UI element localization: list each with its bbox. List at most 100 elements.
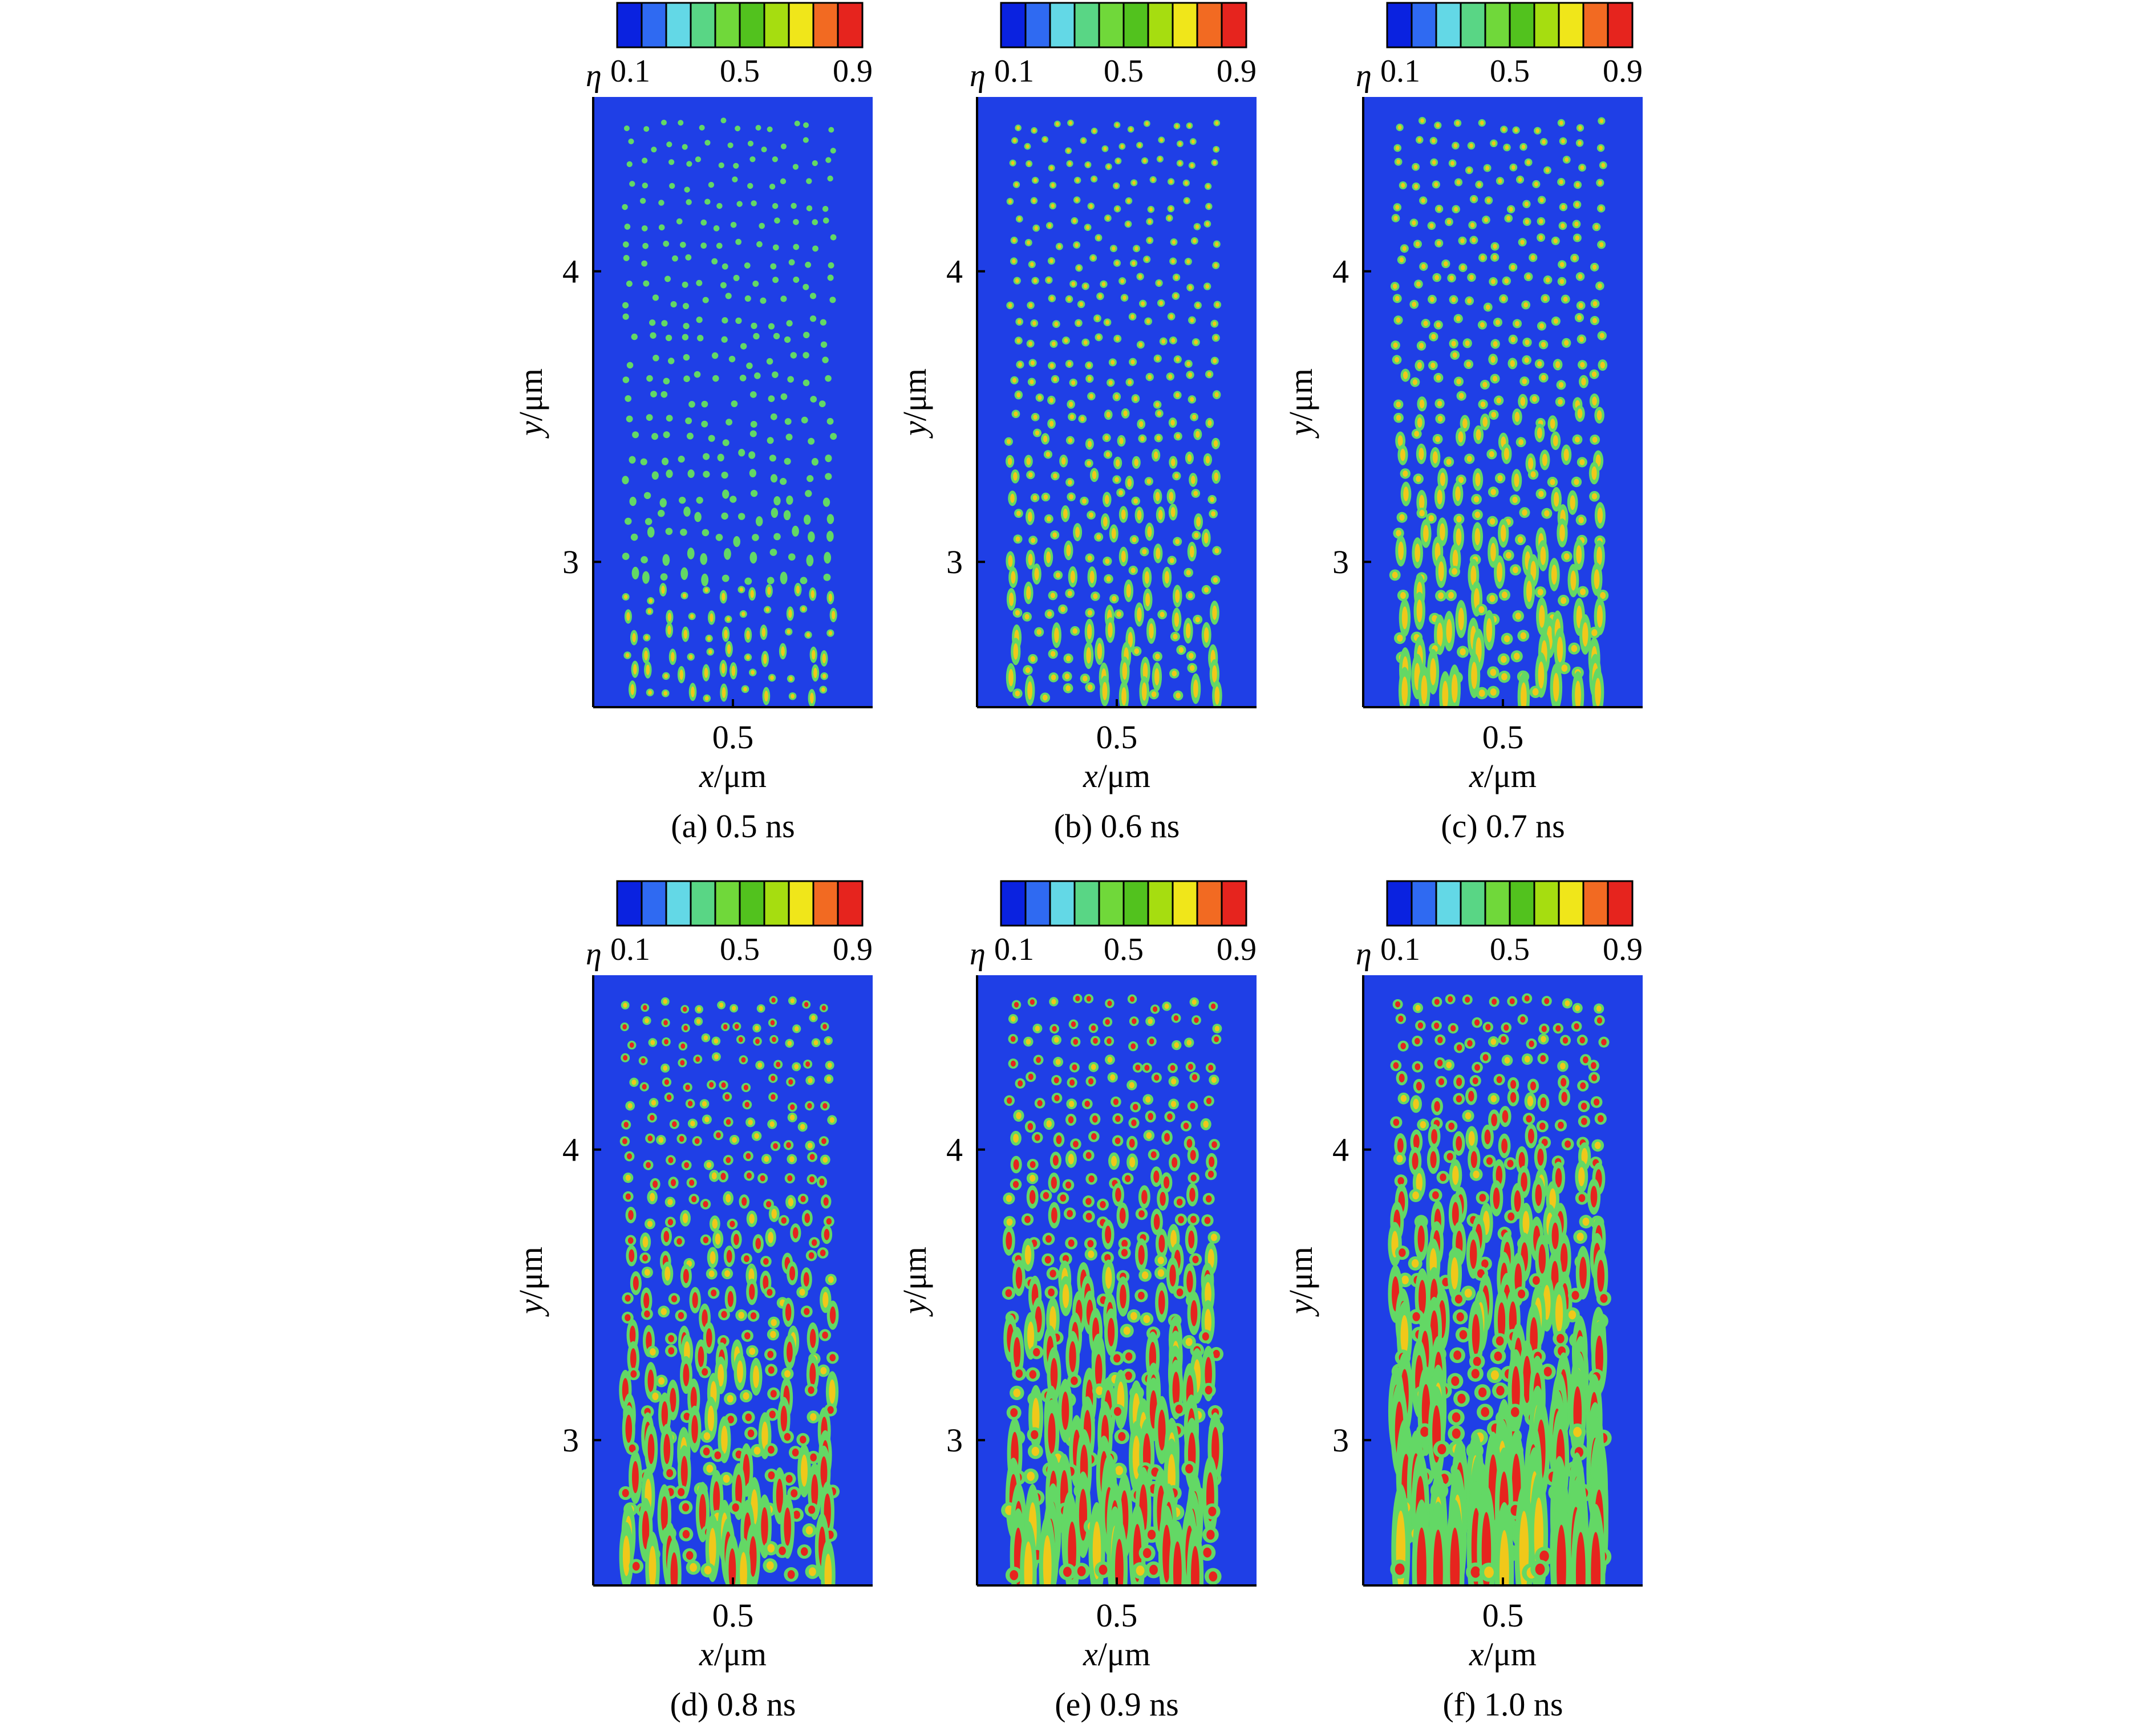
grain-core <box>1454 206 1458 212</box>
grain-core <box>1100 1200 1106 1208</box>
grain-core <box>643 1005 647 1011</box>
grain-core <box>1392 283 1397 289</box>
grain-core <box>1031 360 1035 366</box>
grain-core <box>1522 1211 1530 1235</box>
grain-core <box>1075 995 1080 1001</box>
grain-core <box>822 1157 828 1163</box>
grain-core <box>1089 512 1093 518</box>
colorbar-segment <box>1221 880 1247 927</box>
grain <box>744 577 752 585</box>
grain-core <box>1070 570 1075 583</box>
grain-core <box>1438 561 1444 582</box>
grain-core <box>702 1101 707 1107</box>
grain-core <box>1419 1280 1426 1315</box>
grain-core <box>826 1038 831 1044</box>
grain-core <box>764 690 768 702</box>
grain-core <box>1095 1354 1103 1388</box>
grain-core <box>1055 572 1061 578</box>
grain-core <box>1599 332 1604 339</box>
grain-core <box>1493 244 1497 249</box>
grain-core <box>1466 456 1472 462</box>
grain-core <box>670 1388 676 1413</box>
grain-core <box>1571 1291 1579 1300</box>
grain-core <box>1173 1015 1179 1021</box>
grain-core <box>625 1193 631 1200</box>
grain <box>808 437 815 445</box>
grain-core <box>1570 495 1575 510</box>
grain-core <box>1148 1113 1153 1121</box>
grain-core <box>1007 1097 1012 1104</box>
grain <box>678 456 685 463</box>
grain-core <box>792 1448 799 1457</box>
grain-core <box>740 1552 747 1585</box>
grain-core <box>1504 278 1509 284</box>
x-tick-label: 0.5 <box>712 719 754 756</box>
grain-core <box>1160 611 1165 618</box>
grain-core <box>1520 397 1526 406</box>
grain-core <box>1192 414 1197 420</box>
grain-core <box>1503 635 1510 643</box>
grain-core <box>1087 460 1091 466</box>
grain-core <box>1510 360 1515 367</box>
grain <box>650 391 657 397</box>
grain <box>630 533 638 541</box>
grain-core <box>1014 1001 1019 1008</box>
grain-core <box>1069 1101 1075 1108</box>
grain-core <box>764 1155 769 1162</box>
grain-core <box>1190 1150 1196 1161</box>
grain-core <box>724 1094 730 1100</box>
grain <box>631 566 639 579</box>
grain <box>810 396 817 403</box>
grain-core <box>1538 490 1544 497</box>
grain <box>668 159 675 165</box>
grain-core <box>630 1370 637 1378</box>
grain-core <box>1170 507 1176 517</box>
grain <box>823 573 831 581</box>
grain <box>770 263 777 270</box>
grain-core <box>1032 128 1036 133</box>
grain-core <box>1027 240 1031 245</box>
grain-core <box>1452 352 1457 358</box>
grain-core <box>667 613 672 622</box>
grain-core <box>660 1308 667 1316</box>
colorbar-segment <box>690 880 716 927</box>
grain-core <box>708 1270 715 1277</box>
grain-core <box>727 1291 733 1307</box>
colorbar-segment <box>788 2 814 48</box>
grain-core <box>1168 374 1173 379</box>
grain-core <box>1158 509 1163 520</box>
colorbar-segment <box>1196 2 1223 48</box>
grain-core <box>739 587 744 592</box>
grain-core <box>809 692 814 704</box>
grain <box>697 335 704 342</box>
grain-core <box>1029 1190 1036 1204</box>
grain-core <box>1509 206 1513 212</box>
grain-core <box>1515 613 1521 620</box>
grain-core <box>1208 1506 1217 1516</box>
colorbar-tick-label: 0.9 <box>833 54 873 89</box>
grain-core <box>1482 416 1488 427</box>
grain-core <box>1396 530 1401 537</box>
grain-core <box>1115 123 1119 127</box>
grain-core <box>1053 1077 1059 1084</box>
grain-core <box>1086 996 1092 1002</box>
grain-core <box>1185 623 1191 639</box>
grain-core <box>1455 486 1461 501</box>
grain-core <box>1149 207 1153 212</box>
grain-core <box>1153 1214 1160 1230</box>
grain-core <box>1092 177 1096 181</box>
grain-core <box>691 1195 697 1203</box>
grain-core <box>1069 414 1075 420</box>
grain-core <box>823 1197 829 1206</box>
grain <box>666 469 673 478</box>
grain-core <box>642 1084 647 1090</box>
grain-core <box>1172 240 1176 245</box>
grain <box>718 162 724 168</box>
grain-core <box>1061 1392 1069 1430</box>
grain-core <box>746 1172 752 1179</box>
grain-core <box>1113 1098 1119 1105</box>
grain-core <box>1175 538 1180 545</box>
grain-core <box>726 1119 731 1125</box>
colorbar-segment <box>641 880 667 927</box>
